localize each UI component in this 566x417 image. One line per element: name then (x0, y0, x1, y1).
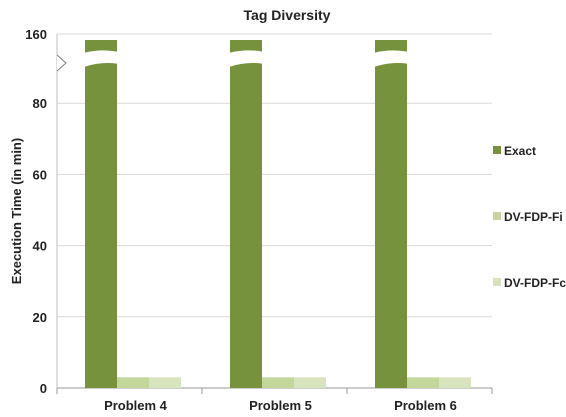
legend-label: DV-FDP-Fc (504, 276, 566, 290)
category-labels: Problem 4 Problem 5 Problem 6 (104, 398, 457, 413)
legend-label: DV-FDP-Fi (504, 210, 563, 224)
bar-dv-fdp-fc (439, 377, 471, 388)
axis-break-mark (56, 54, 67, 72)
category-label: Problem 4 (104, 398, 168, 413)
bar-group (85, 40, 471, 389)
bar-dv-fdp-fi (407, 377, 439, 388)
legend-swatch (493, 146, 501, 154)
y-tick-label: 40 (33, 239, 47, 254)
y-tick-label: 20 (33, 310, 47, 325)
category-label: Problem 6 (394, 398, 457, 413)
bar-exact-lower (85, 63, 117, 389)
y-tick-label: 0 (40, 381, 47, 396)
legend: Exact DV-FDP-Fi DV-FDP-Fc (493, 144, 566, 290)
y-tick-labels: 0 20 40 60 80 160 (25, 27, 47, 396)
bar-exact-upper (230, 40, 262, 53)
bar-dv-fdp-fc (149, 377, 181, 388)
bar-exact-upper (85, 40, 117, 53)
category-label: Problem 5 (249, 398, 312, 413)
bar-dv-fdp-fi (117, 377, 149, 388)
legend-swatch (493, 212, 501, 220)
bar-exact-lower (230, 63, 262, 389)
chart-title: Tag Diversity (244, 7, 331, 23)
y-tick-label: 80 (33, 96, 47, 111)
gridlines (56, 33, 493, 394)
bar-dv-fdp-fc (294, 377, 326, 388)
y-tick-label: 160 (25, 27, 47, 42)
legend-label: Exact (504, 144, 536, 158)
y-axis-label: Execution Time (in min) (9, 138, 24, 284)
bar-exact-lower (375, 63, 407, 389)
legend-swatch (493, 278, 501, 286)
bar-exact-upper (375, 40, 407, 53)
bar-dv-fdp-fi (262, 377, 294, 388)
y-tick-label: 60 (33, 167, 47, 182)
